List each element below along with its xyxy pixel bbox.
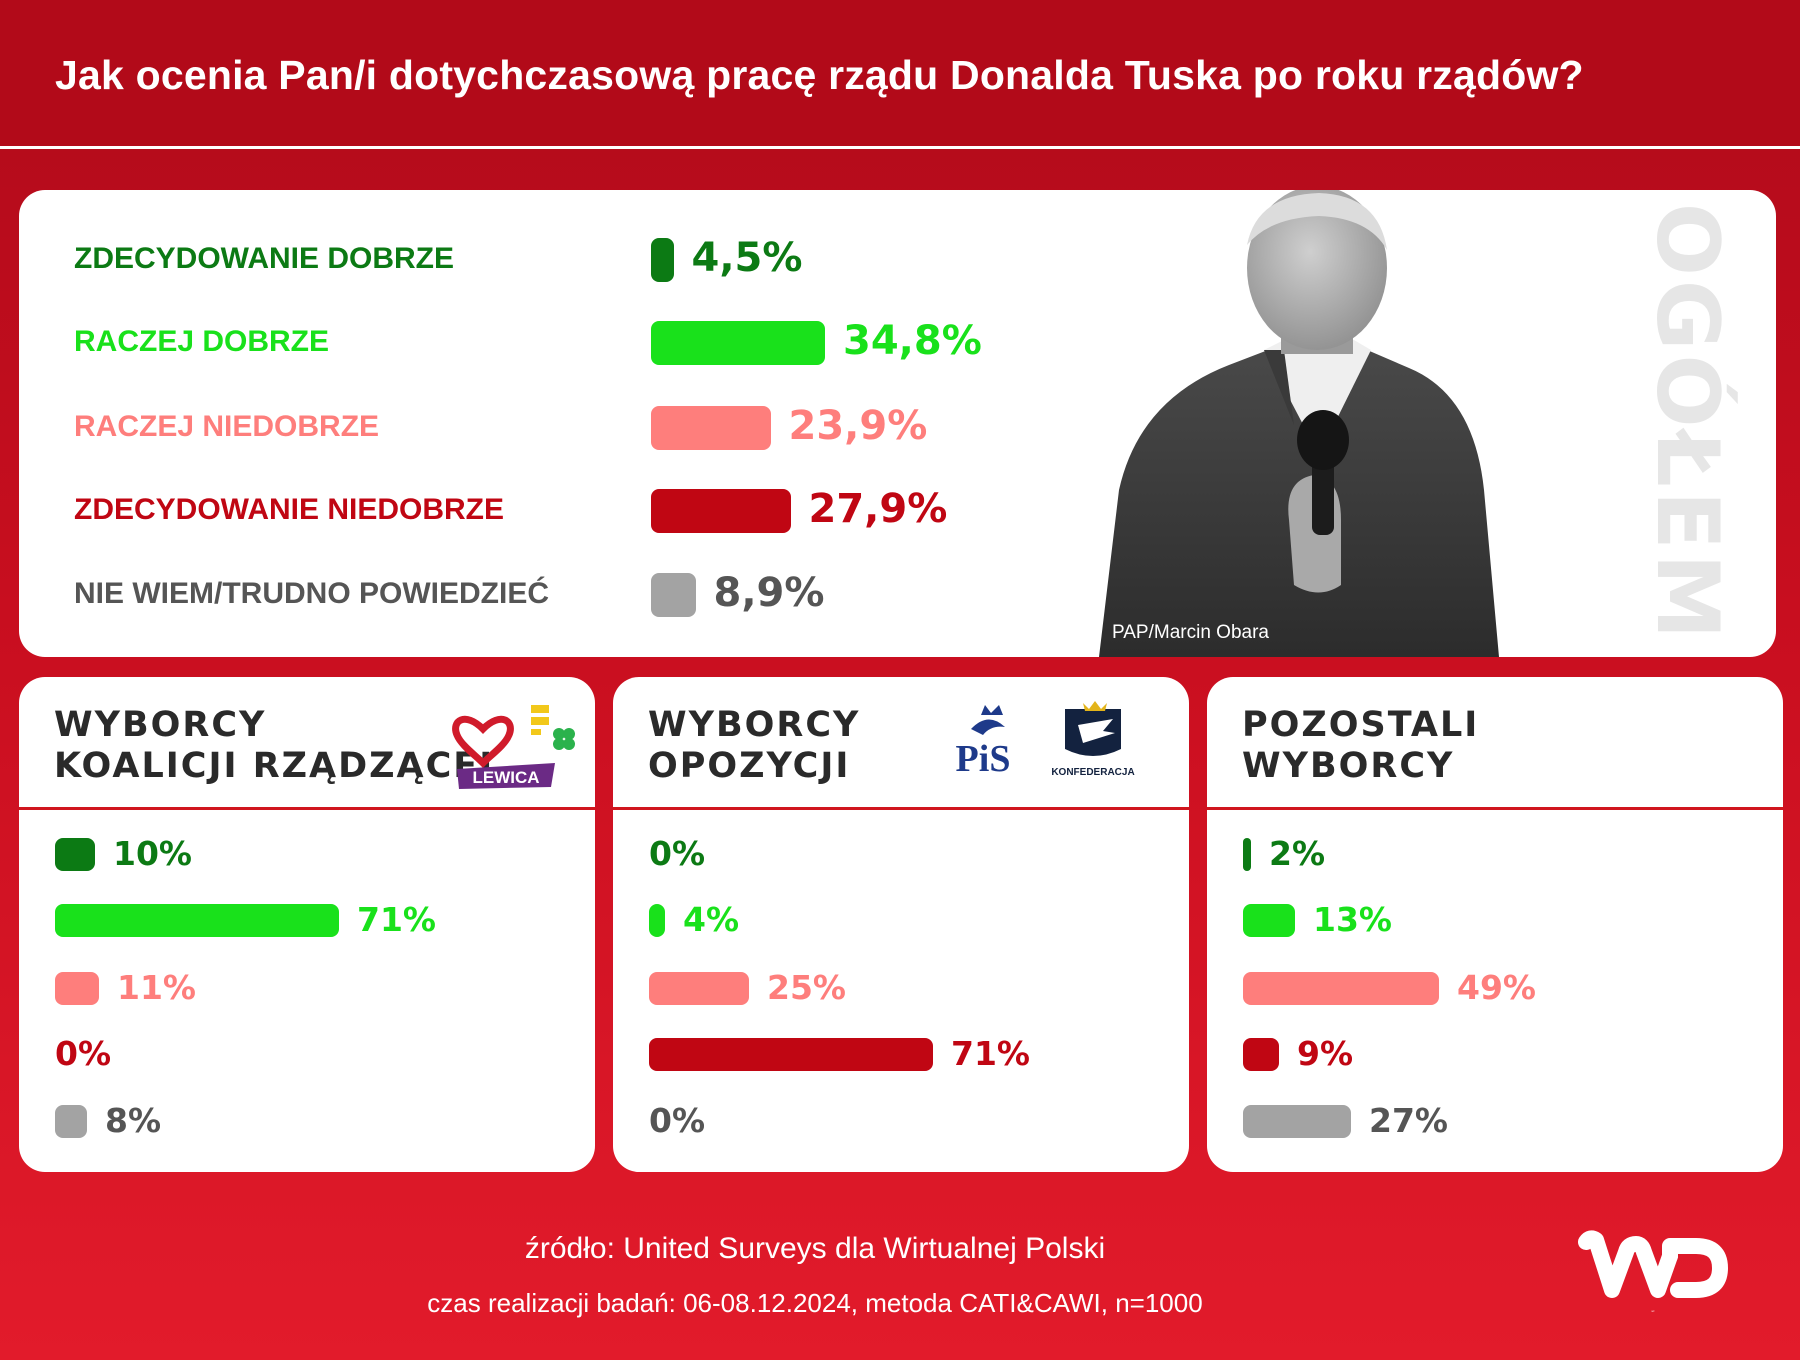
bar-zdecydowanie-dobrze bbox=[1243, 837, 1251, 871]
bar-raczej-dobrze bbox=[651, 321, 825, 365]
value-label-zdecydowanie-niedobrze: 9% bbox=[1297, 1033, 1354, 1073]
bar-zdecydowanie-niedobrze bbox=[1243, 1037, 1279, 1071]
value-label-raczej-dobrze: 34,8% bbox=[843, 318, 982, 365]
bar-zdecydowanie-dobrze bbox=[55, 837, 95, 871]
coalition-voters-card: WYBORCY KOALICJI RZĄDZĄCEJ LEWICA 10% 71%… bbox=[19, 677, 595, 1172]
heading-line-2: KOALICJI RZĄDZĄCEJ bbox=[54, 746, 495, 786]
opposition-voters-card: WYBORCY OPOZYCJI PiS KONFEDERACJA 0% 4% 25… bbox=[613, 677, 1189, 1172]
chart-title: Jak ocenia Pan/i dotychczasową pracę rzą… bbox=[55, 52, 1584, 98]
value-label-zdecydowanie-niedobrze: 0% bbox=[55, 1033, 112, 1073]
category-label-zdecydowanie-dobrze: ZDECYDOWANIE DOBRZE bbox=[74, 242, 455, 275]
card-divider bbox=[1207, 807, 1783, 810]
category-label-nie-wiem: NIE WIEM/TRUDNO POWIEDZIEĆ bbox=[74, 577, 549, 610]
pis-logo-text: PiS bbox=[956, 738, 1011, 780]
value-label-zdecydowanie-dobrze: 2% bbox=[1269, 833, 1326, 873]
opposition-logos: PiS KONFEDERACJA bbox=[956, 701, 1135, 780]
value-label-raczej-niedobrze: 25% bbox=[767, 967, 846, 1007]
trzecia-droga-logo-icon bbox=[531, 705, 575, 750]
lewica-logo-text: LEWICA bbox=[472, 768, 539, 787]
bar-raczej-niedobrze bbox=[1243, 971, 1439, 1005]
overall-card: PAP/Marcin Obara OGÓŁEM ZDECYDOWANIE DOB… bbox=[19, 190, 1776, 657]
value-label-raczej-dobrze: 71% bbox=[357, 899, 436, 939]
value-label-zdecydowanie-dobrze: 4,5% bbox=[691, 235, 803, 282]
tusk-photo bbox=[1099, 190, 1499, 657]
category-label-raczej-niedobrze: RACZEJ NIEDOBRZE bbox=[74, 410, 380, 443]
bar-raczej-niedobrze bbox=[55, 971, 99, 1005]
value-label-zdecydowanie-dobrze: 0% bbox=[649, 833, 706, 873]
value-label-zdecydowanie-niedobrze: 27,9% bbox=[808, 486, 948, 533]
value-label-raczej-dobrze: 13% bbox=[1313, 899, 1392, 939]
value-label-raczej-niedobrze: 49% bbox=[1457, 967, 1536, 1007]
card-divider bbox=[613, 807, 1189, 810]
konfederacja-logo-text: KONFEDERACJA bbox=[1051, 767, 1134, 778]
bar-zdecydowanie-niedobrze bbox=[649, 1037, 933, 1071]
other-voters-heading: POZOSTALI WYBORCY bbox=[1242, 705, 1479, 787]
heading-line-2: OPOZYCJI bbox=[648, 746, 851, 786]
source-note: źródło: United Surveys dla Wirtualnej Po… bbox=[524, 1232, 1106, 1265]
coalition-voters-heading: WYBORCY KOALICJI RZĄDZĄCEJ bbox=[54, 705, 494, 787]
heart-logo-icon bbox=[452, 715, 514, 768]
bar-raczej-niedobrze bbox=[649, 971, 749, 1005]
bar-zdecydowanie-dobrze bbox=[651, 238, 674, 282]
wp-logo-text: WP bbox=[1651, 1311, 1655, 1313]
bar-raczej-dobrze bbox=[55, 903, 339, 937]
category-label-raczej-dobrze: RACZEJ DOBRZE bbox=[74, 325, 330, 358]
value-label-raczej-niedobrze: 23,9% bbox=[788, 403, 928, 450]
value-label-nie-wiem: 8,9% bbox=[713, 570, 825, 617]
card-divider bbox=[19, 807, 595, 810]
other-voters-card: POZOSTALI WYBORCY 2% 13% 49% 9% 27% bbox=[1207, 677, 1783, 1172]
value-label-nie-wiem: 27% bbox=[1369, 1100, 1448, 1140]
photo-credit: PAP/Marcin Obara bbox=[1112, 622, 1269, 643]
value-label-raczej-dobrze: 4% bbox=[683, 899, 740, 939]
heading-line-1: POZOSTALI bbox=[1242, 705, 1480, 745]
heading-line-2: WYBORCY bbox=[1242, 746, 1455, 786]
opposition-voters-heading: WYBORCY OPOZYCJI bbox=[648, 705, 860, 787]
lewica-logo-icon: LEWICA bbox=[457, 763, 555, 789]
pis-logo-icon: PiS bbox=[956, 705, 1011, 780]
category-label-zdecydowanie-niedobrze: ZDECYDOWANIE NIEDOBRZE bbox=[74, 493, 505, 526]
header-divider bbox=[0, 146, 1800, 149]
bar-nie-wiem bbox=[55, 1104, 87, 1138]
konfederacja-logo-icon: KONFEDERACJA bbox=[1051, 701, 1135, 778]
overall-panel-title: OGÓŁEM bbox=[1637, 202, 1737, 644]
bar-raczej-dobrze bbox=[1243, 903, 1295, 937]
heading-line-1: WYBORCY bbox=[54, 705, 267, 745]
bar-raczej-niedobrze bbox=[651, 406, 771, 450]
header: Jak ocenia Pan/i dotychczasową pracę rzą… bbox=[0, 0, 1800, 147]
bar-nie-wiem bbox=[1243, 1104, 1351, 1138]
bar-raczej-dobrze bbox=[649, 903, 665, 937]
value-label-nie-wiem: 0% bbox=[649, 1100, 706, 1140]
coalition-logos: LEWICA bbox=[452, 705, 575, 789]
value-label-raczej-niedobrze: 11% bbox=[117, 967, 196, 1007]
heading-line-1: WYBORCY bbox=[648, 705, 861, 745]
bar-nie-wiem bbox=[651, 573, 696, 617]
value-label-nie-wiem: 8% bbox=[105, 1100, 162, 1140]
value-label-zdecydowanie-niedobrze: 71% bbox=[951, 1033, 1030, 1073]
wp-logo-icon: WP bbox=[1578, 1230, 1728, 1313]
value-label-zdecydowanie-dobrze: 10% bbox=[113, 833, 192, 873]
method-note: czas realizacji badań: 06-08.12.2024, me… bbox=[427, 1288, 1203, 1318]
bar-zdecydowanie-niedobrze bbox=[651, 489, 791, 533]
